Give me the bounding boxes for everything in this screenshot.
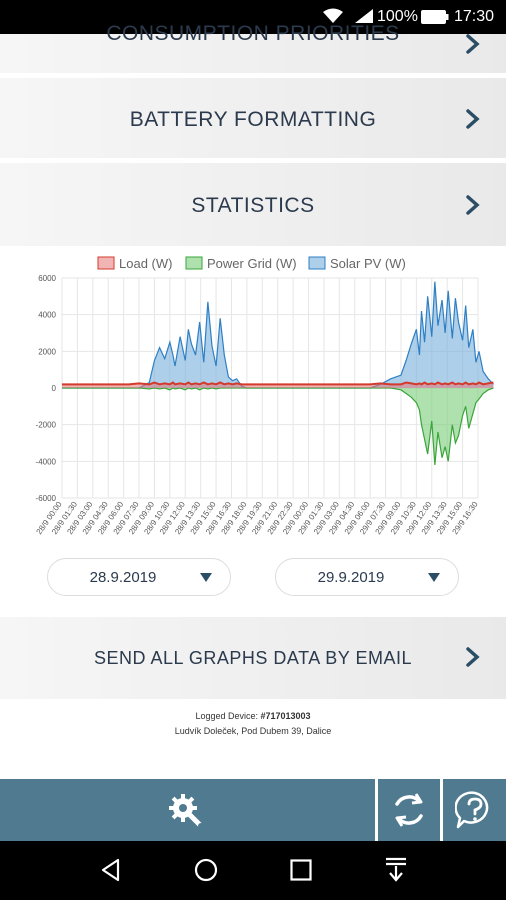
legend-label: Load (W): [119, 256, 172, 271]
legend-label: Solar PV (W): [330, 256, 406, 271]
y-tick-label: 6000: [38, 274, 56, 283]
series-line: [62, 381, 494, 386]
toolbar-divider: [375, 779, 378, 841]
series-area: [62, 388, 494, 465]
help-button[interactable]: [443, 779, 506, 841]
sync-button[interactable]: [378, 779, 440, 841]
battery-formatting-row[interactable]: BATTERY FORMATTING: [0, 78, 506, 161]
y-tick-label: 2000: [38, 347, 56, 356]
gear-wrench-icon: [169, 794, 204, 829]
back-icon[interactable]: [96, 855, 126, 885]
status-bar: 100% 17:30: [0, 0, 506, 34]
y-tick-label: -2000: [36, 421, 57, 430]
toolbar-divider: [440, 779, 443, 841]
chevron-right-icon: [466, 647, 480, 667]
y-tick-label: -6000: [36, 494, 57, 503]
legend-swatch: [185, 256, 203, 270]
signal-icon: [355, 9, 373, 23]
battery-percent: 100%: [377, 8, 418, 25]
legend-swatch: [97, 256, 115, 270]
statistics-row[interactable]: STATISTICS: [0, 163, 506, 246]
chevron-right-icon: [466, 195, 480, 215]
date-from-value: 28.9.2019: [89, 569, 157, 586]
chevron-right-icon: [466, 34, 480, 54]
notifications-pull-icon[interactable]: [381, 855, 411, 885]
bottom-toolbar: [0, 779, 506, 841]
logged-device-label: Logged Device:: [195, 711, 261, 721]
refresh-icon: [395, 793, 423, 827]
chevron-right-icon: [466, 109, 480, 129]
help-bubble-icon: [455, 791, 489, 829]
dropdown-arrow-icon: [428, 573, 440, 582]
date-to-value: 29.9.2019: [317, 569, 385, 586]
series-area: [62, 281, 494, 388]
legend-label: Power Grid (W): [207, 256, 297, 271]
logged-device-line: Logged Device: #717013003: [0, 711, 506, 721]
statistics-label: STATISTICS: [191, 194, 315, 217]
send-graphs-email-label: SEND ALL GRAPHS DATA BY EMAIL: [94, 648, 412, 668]
send-graphs-email-row[interactable]: SEND ALL GRAPHS DATA BY EMAIL: [0, 617, 506, 699]
home-icon[interactable]: [191, 855, 221, 885]
battery-icon: [421, 10, 449, 24]
dropdown-arrow-icon: [200, 573, 212, 582]
date-from-dropdown[interactable]: 28.9.2019: [47, 558, 231, 596]
consumption-priorities-label: CONSUMPTION PRIORITIES: [106, 22, 400, 45]
device-owner: Ludvík Doleček, Pod Dubem 39, Dalice: [174, 726, 332, 736]
battery-formatting-label: BATTERY FORMATTING: [129, 108, 377, 131]
consumption-priorities-row[interactable]: CONSUMPTION PRIORITIES: [0, 22, 506, 76]
device-id: #717013003: [260, 711, 311, 721]
y-tick-label: -4000: [36, 457, 57, 466]
settings-tools-button[interactable]: [0, 779, 375, 841]
legend-swatch: [308, 256, 326, 270]
y-tick-label: 0: [52, 384, 57, 393]
wifi-icon: [323, 8, 343, 23]
clock: 17:30: [454, 8, 495, 25]
date-to-dropdown[interactable]: 29.9.2019: [275, 558, 459, 596]
android-nav-bar: [0, 841, 506, 900]
recents-icon[interactable]: [286, 855, 316, 885]
y-tick-label: 4000: [38, 311, 56, 320]
